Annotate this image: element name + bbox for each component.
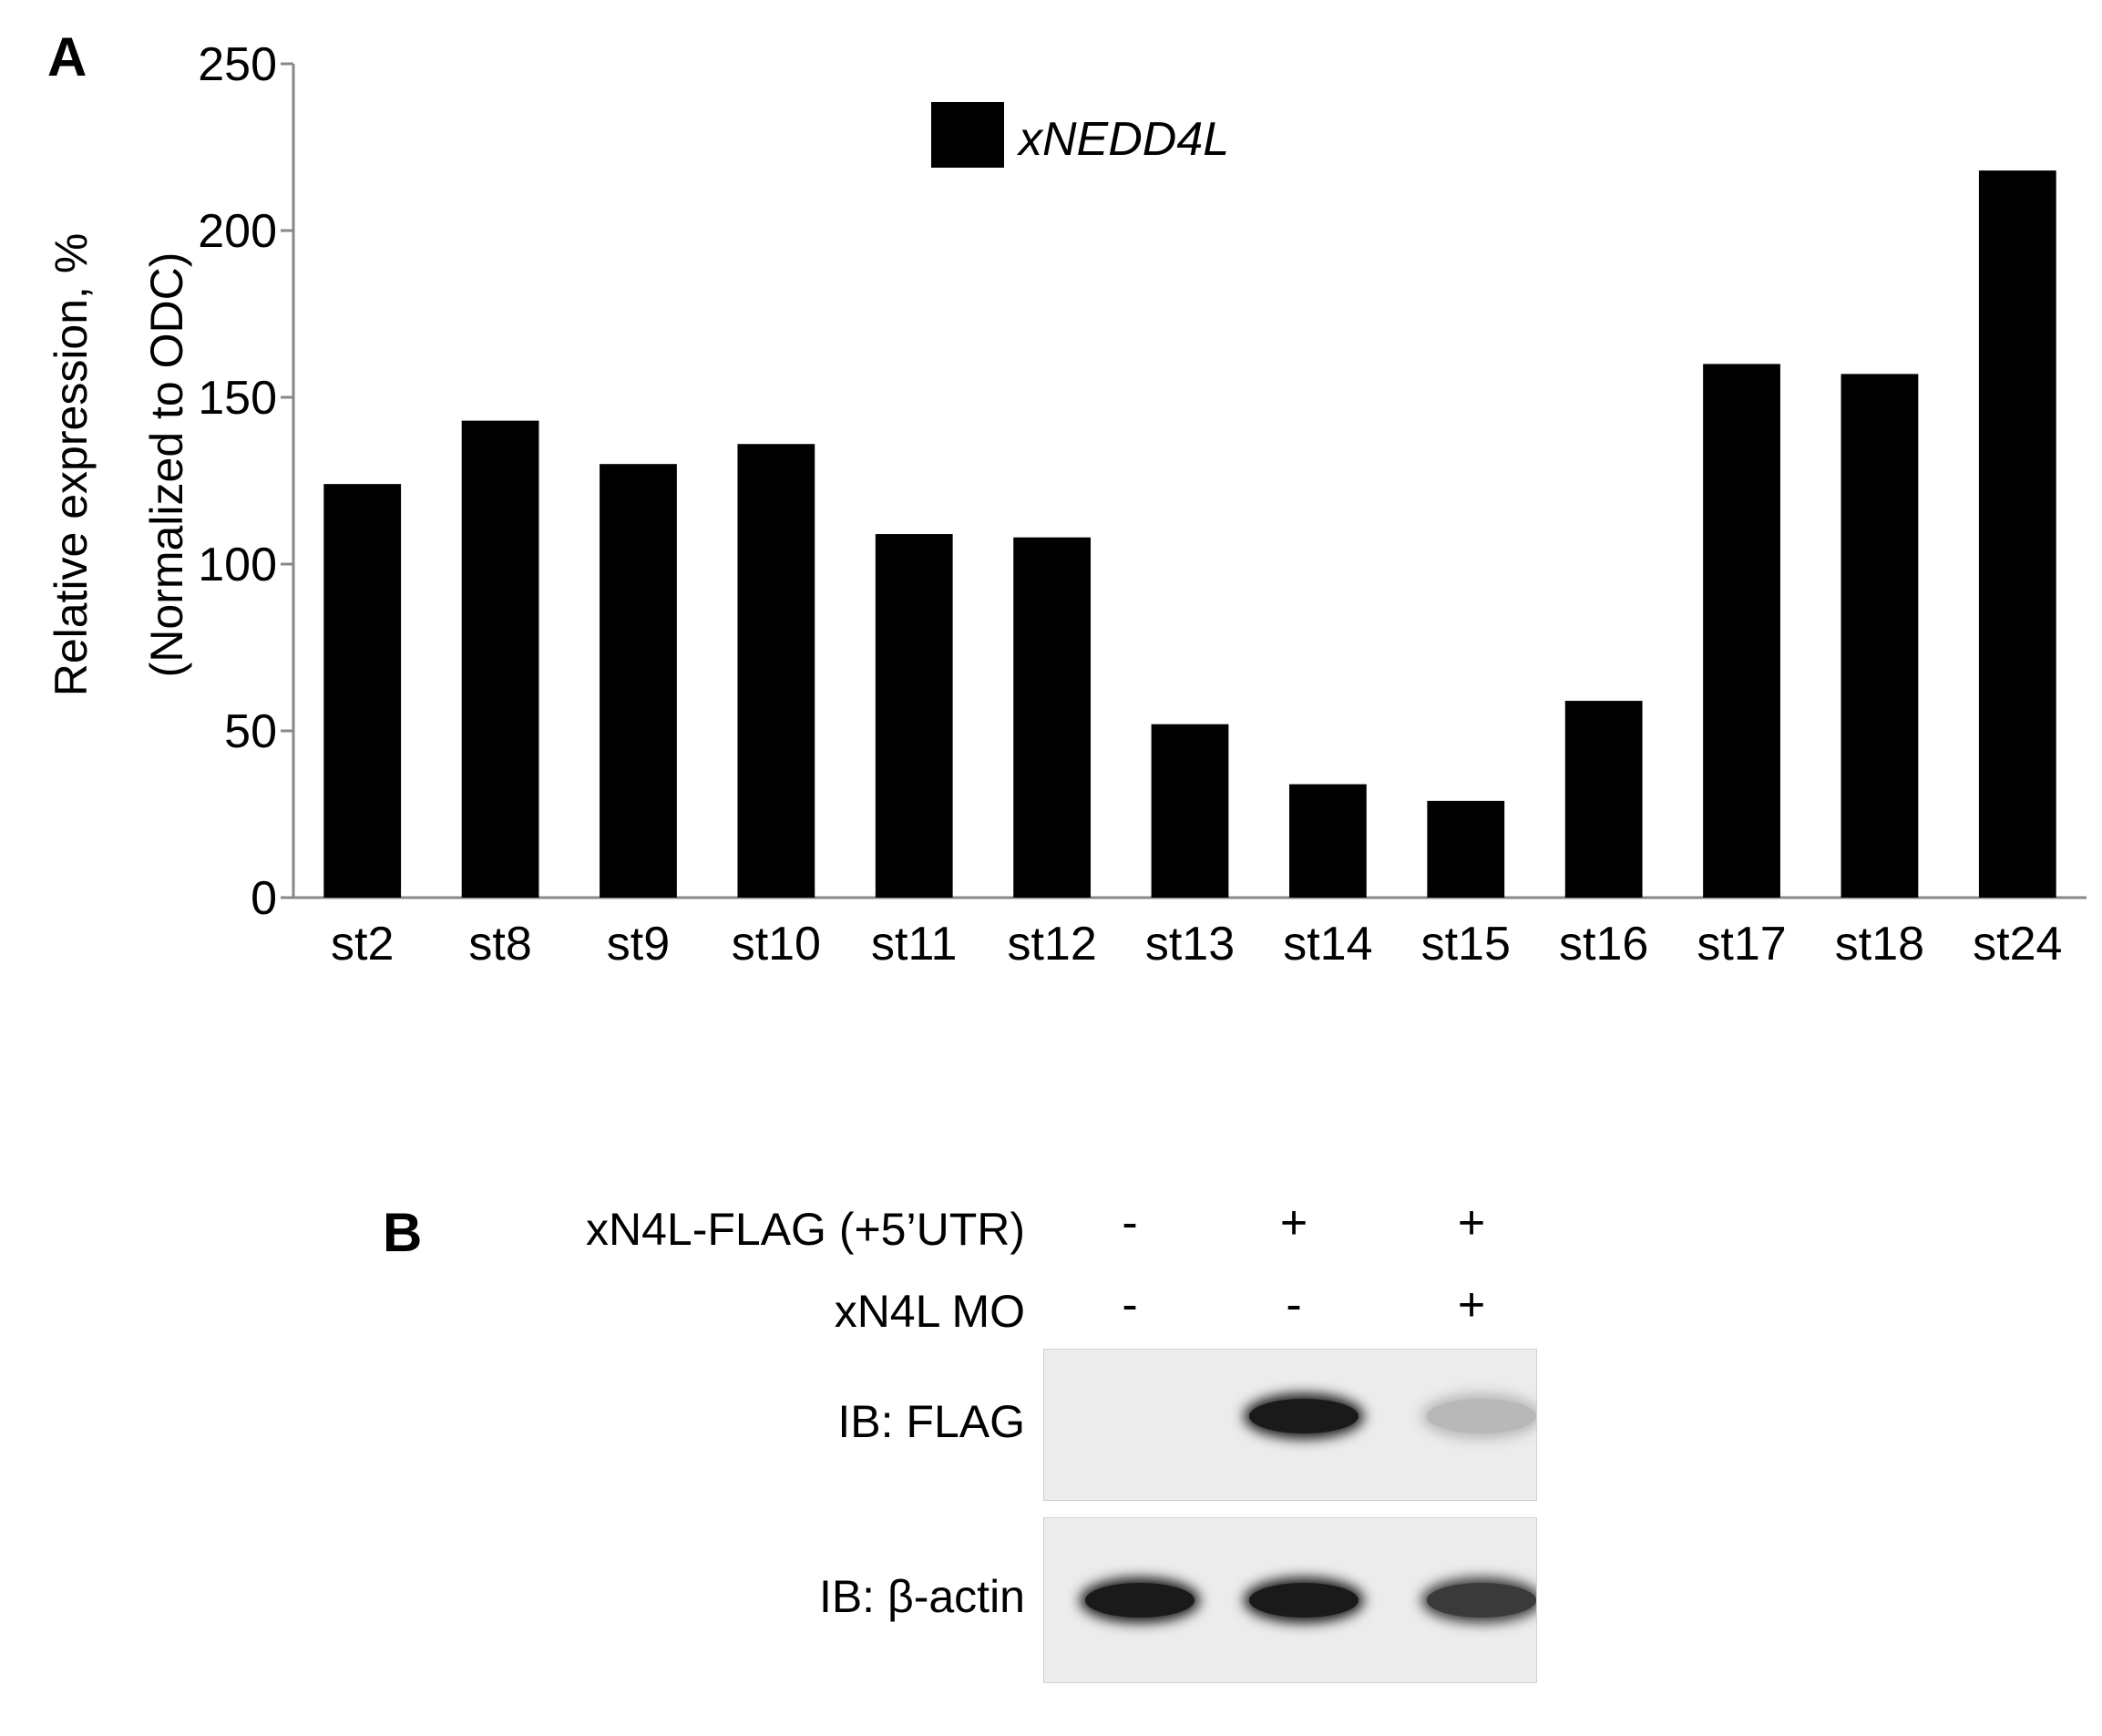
condition-label: xN4L MO — [834, 1286, 1025, 1337]
bar-st18 — [1841, 374, 1919, 898]
bar-st8 — [461, 420, 539, 898]
x-tick-label: st18 — [1835, 918, 1924, 971]
y-tick-label: 150 — [198, 372, 277, 425]
lane-sign: - — [1122, 1279, 1138, 1331]
bar-st16 — [1564, 701, 1643, 898]
condition-label: xN4L-FLAG (+5’UTR) — [585, 1204, 1025, 1255]
protein-band — [1249, 1583, 1359, 1618]
x-tick-label: st8 — [468, 918, 531, 971]
x-tick-label: st15 — [1421, 918, 1511, 971]
x-tick-label: st2 — [331, 918, 394, 971]
y-tick-label: 200 — [198, 205, 277, 258]
bar-st15 — [1427, 800, 1505, 898]
blot-image — [1043, 1517, 1537, 1683]
protein-band — [1085, 1583, 1195, 1618]
bar-st2 — [323, 484, 402, 898]
x-tick-label: st24 — [1973, 918, 2062, 971]
x-tick-label: st17 — [1697, 918, 1786, 971]
chart-x-tick-labels: st2 st8 st9 st10 st11 st12 st13 st14 st15 st16 st1… — [331, 918, 2062, 971]
x-tick-label: st12 — [1007, 918, 1096, 971]
chart-legend: xNEDD4L — [931, 102, 1229, 168]
bar-st17 — [1703, 364, 1780, 898]
protein-band — [1249, 1398, 1359, 1433]
y-tick-label: 100 — [198, 539, 277, 591]
lane-sign: + — [1457, 1279, 1486, 1331]
bar-st10 — [737, 444, 815, 898]
bar-st11 — [875, 534, 953, 898]
x-tick-label: st11 — [871, 918, 957, 971]
y-axis-label-secondary: (Normalized to ODC) — [141, 252, 192, 678]
lane-sign: + — [1457, 1197, 1486, 1249]
bar-st12 — [1013, 537, 1092, 898]
blot-image — [1043, 1349, 1537, 1501]
x-tick-label: st9 — [607, 918, 670, 971]
panel-a-letter: A — [47, 26, 87, 87]
bar-st13 — [1151, 724, 1229, 898]
bar-st9 — [600, 464, 677, 898]
blot-label: IB: FLAG — [837, 1395, 1025, 1447]
chart-bars — [323, 170, 2056, 898]
lane-sign: - — [1122, 1197, 1138, 1249]
bar-st14 — [1288, 784, 1367, 898]
legend-label: xNEDD4L — [1016, 113, 1229, 166]
bar-chart: st2 st8 st9 st10 st11 st12 st13 st14 st15 st16 st1… — [46, 38, 2087, 971]
x-tick-label: st13 — [1145, 918, 1235, 971]
y-tick-label: 0 — [251, 872, 277, 925]
legend-swatch — [931, 102, 1004, 168]
protein-band — [1427, 1583, 1536, 1618]
blot-label: IB: β-actin — [818, 1571, 1025, 1622]
x-tick-label: st16 — [1559, 918, 1648, 971]
bar-st24 — [1978, 170, 2056, 898]
x-tick-label: st14 — [1283, 918, 1372, 971]
panel-b-letter: B — [383, 1202, 423, 1263]
lane-sign: + — [1279, 1197, 1308, 1249]
lane-sign: - — [1286, 1279, 1302, 1331]
y-axis-label: Relative expression, % — [46, 233, 97, 697]
x-tick-label: st10 — [732, 918, 821, 971]
protein-band — [1427, 1398, 1536, 1433]
chart-y-tick-labels: 0 50 100 150 200 250 — [198, 38, 277, 925]
y-tick-label: 50 — [224, 705, 277, 758]
y-tick-label: 250 — [198, 38, 277, 91]
